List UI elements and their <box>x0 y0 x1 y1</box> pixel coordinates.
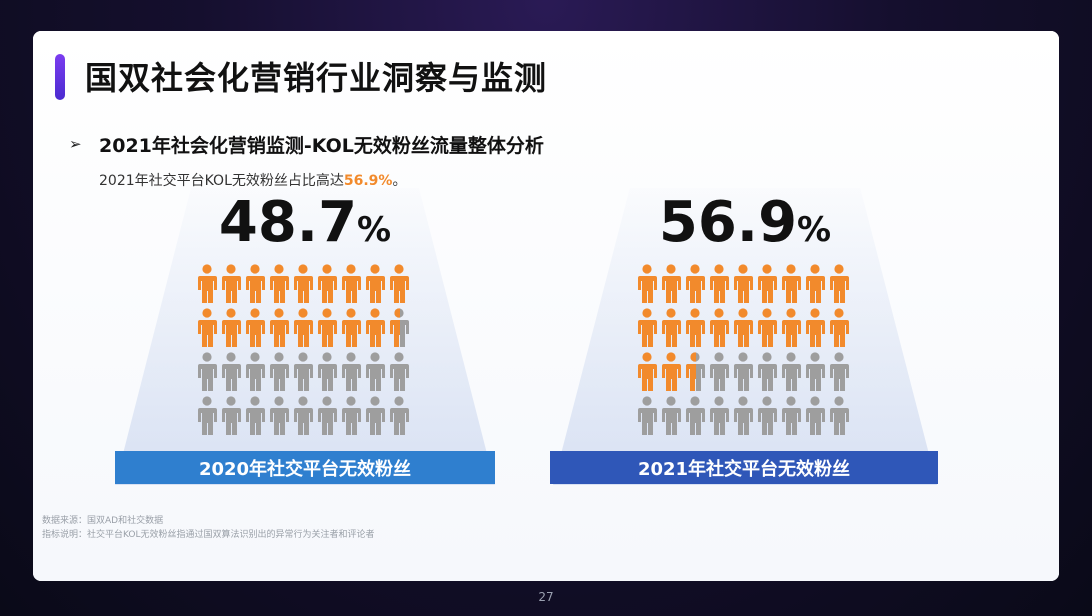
person-icon <box>366 264 385 303</box>
person-icon <box>342 264 361 303</box>
person-icon <box>638 264 657 303</box>
person-icon <box>662 264 681 303</box>
bullet-arrow-icon: ➢ <box>69 135 82 153</box>
person-icon <box>198 264 217 303</box>
person-icon <box>270 308 289 347</box>
person-icon <box>390 352 409 391</box>
person-icon <box>638 308 657 347</box>
person-icon <box>782 308 801 347</box>
label-2020: 2020年社交平台无效粉丝 <box>115 451 495 484</box>
person-icon <box>198 308 217 347</box>
person-icon <box>662 352 681 391</box>
person-icon <box>294 264 313 303</box>
description-suffix: 。 <box>392 173 407 189</box>
person-icon <box>734 396 753 435</box>
person-icon <box>758 308 777 347</box>
person-icon <box>710 308 729 347</box>
percentage-2020: 48.7% <box>145 190 465 255</box>
person-icon <box>830 352 849 391</box>
person-icon <box>806 396 825 435</box>
percentage-2020-unit: % <box>357 210 392 250</box>
person-icon <box>246 352 265 391</box>
person-icon <box>390 264 409 303</box>
person-icon <box>686 396 705 435</box>
people-svg-1 <box>638 264 849 435</box>
person-icon <box>686 264 705 303</box>
person-icon <box>246 264 265 303</box>
description-highlight: 56.9% <box>343 173 393 189</box>
person-icon <box>782 264 801 303</box>
person-icon <box>758 396 777 435</box>
person-icon <box>390 396 409 435</box>
description-prefix: 2021年社交平台KOL无效粉丝占比高达 <box>99 173 344 189</box>
label-2021: 2021年社交平台无效粉丝 <box>550 451 938 484</box>
person-icon <box>366 396 385 435</box>
person-icon <box>318 352 337 391</box>
person-icon <box>638 352 657 391</box>
person-icon <box>342 396 361 435</box>
person-icon <box>806 352 825 391</box>
person-icon <box>318 396 337 435</box>
person-icon <box>758 264 777 303</box>
person-icon <box>270 396 289 435</box>
person-icon <box>342 352 361 391</box>
person-icon <box>710 396 729 435</box>
person-icon <box>270 352 289 391</box>
person-icon <box>782 352 801 391</box>
person-icon <box>318 308 337 347</box>
person-icon <box>366 352 385 391</box>
person-icon <box>246 396 265 435</box>
person-icon <box>294 396 313 435</box>
person-icon <box>390 308 409 347</box>
person-icon <box>342 308 361 347</box>
person-icon <box>734 352 753 391</box>
percentage-2021: 56.9% <box>585 190 905 255</box>
title-accent-bar <box>55 54 65 100</box>
person-icon <box>222 352 241 391</box>
person-icon <box>222 264 241 303</box>
percentage-2021-value: 56.9 <box>658 190 798 255</box>
person-icon <box>782 396 801 435</box>
person-icon <box>638 396 657 435</box>
source-line-1: 数据来源：国双AD和社交数据 <box>42 516 164 526</box>
person-icon <box>830 264 849 303</box>
person-icon <box>734 264 753 303</box>
person-icon <box>710 352 729 391</box>
person-icon <box>222 396 241 435</box>
person-icon <box>198 396 217 435</box>
person-icon <box>806 264 825 303</box>
page-title: 国双社会化营销行业洞察与监测 <box>85 59 548 97</box>
person-icon <box>366 308 385 347</box>
person-icon <box>294 352 313 391</box>
person-icon <box>318 264 337 303</box>
person-icon <box>686 308 705 347</box>
page-number: 27 <box>538 590 554 604</box>
person-icon <box>662 396 681 435</box>
person-icon <box>662 308 681 347</box>
person-icon <box>246 308 265 347</box>
person-icon <box>198 352 217 391</box>
people-grid-2021 <box>636 264 852 440</box>
person-icon <box>830 308 849 347</box>
section-description: 2021年社交平台KOL无效粉丝占比高达56.9%。 <box>99 170 406 190</box>
person-icon <box>806 308 825 347</box>
section-subtitle: 2021年社会化营销监测-KOL无效粉丝流量整体分析 <box>99 135 544 157</box>
person-icon <box>686 352 705 391</box>
people-grid-2020 <box>196 264 412 440</box>
source-line-2: 指标说明：社交平台KOL无效粉丝指通过国双算法识别出的异常行为关注者和评论者 <box>42 530 375 540</box>
person-icon <box>734 308 753 347</box>
people-svg-0 <box>198 264 409 435</box>
person-icon <box>710 264 729 303</box>
data-source-note: 数据来源：国双AD和社交数据 指标说明：社交平台KOL无效粉丝指通过国双算法识别… <box>42 514 375 542</box>
person-icon <box>830 396 849 435</box>
percentage-2020-value: 48.7 <box>218 190 358 255</box>
person-icon <box>294 308 313 347</box>
person-icon <box>758 352 777 391</box>
person-icon <box>270 264 289 303</box>
person-icon <box>222 308 241 347</box>
percentage-2021-unit: % <box>797 210 832 250</box>
